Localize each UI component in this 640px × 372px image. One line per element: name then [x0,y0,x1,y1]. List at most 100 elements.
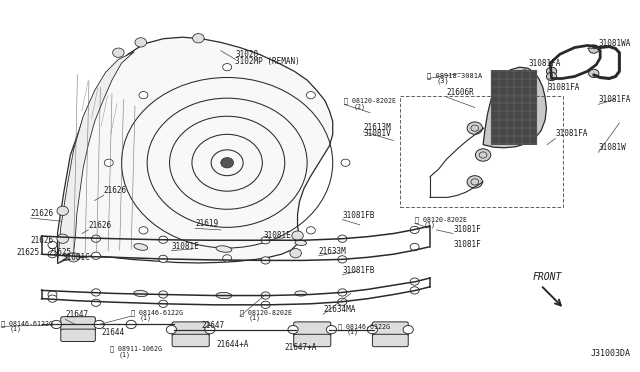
FancyBboxPatch shape [372,334,408,347]
Circle shape [307,227,316,234]
Circle shape [326,326,337,334]
Text: 31081FA: 31081FA [598,95,630,105]
Text: Ⓝ 08911-1062G: Ⓝ 08911-1062G [110,346,162,352]
Text: (1): (1) [10,325,22,332]
Circle shape [166,326,177,334]
Circle shape [159,300,168,307]
Ellipse shape [134,244,148,250]
Text: 21625: 21625 [48,248,71,257]
Circle shape [338,235,347,242]
Circle shape [139,227,148,234]
Text: (1): (1) [424,222,436,228]
Text: 21626: 21626 [104,186,127,195]
Text: 31081FB: 31081FB [342,266,374,275]
Circle shape [159,236,168,243]
Circle shape [126,320,136,328]
Ellipse shape [134,290,148,296]
Text: 31020: 31020 [236,51,259,60]
Circle shape [338,298,347,305]
Circle shape [68,253,79,262]
Text: 21626: 21626 [31,237,54,246]
Circle shape [261,301,270,308]
Text: 21626: 21626 [88,221,111,230]
Circle shape [341,159,350,166]
Circle shape [223,64,232,71]
FancyBboxPatch shape [172,334,209,347]
Circle shape [104,159,113,166]
Text: J31003DA: J31003DA [590,349,630,357]
Polygon shape [58,52,134,263]
Circle shape [261,257,270,264]
Circle shape [159,291,168,298]
Circle shape [547,67,557,76]
Ellipse shape [216,246,232,252]
Text: 21606R: 21606R [447,88,474,97]
FancyBboxPatch shape [61,317,95,331]
Text: 21644: 21644 [101,328,124,337]
Circle shape [589,45,599,53]
Circle shape [367,326,378,334]
Text: (1): (1) [140,315,152,321]
Circle shape [261,237,270,244]
Circle shape [94,320,104,328]
Bar [400,96,563,207]
Text: 31081F: 31081F [453,225,481,234]
Text: 31081V: 31081V [364,129,391,138]
Ellipse shape [295,291,307,296]
Circle shape [338,256,347,263]
Circle shape [92,252,100,259]
Text: 31081FA: 31081FA [529,59,561,68]
Text: Ⓑ 08120-8202E: Ⓑ 08120-8202E [415,217,467,223]
Circle shape [290,248,301,258]
Circle shape [51,320,61,328]
Text: (3): (3) [436,77,449,84]
Text: FRONT: FRONT [532,272,562,282]
FancyBboxPatch shape [172,322,209,336]
Circle shape [476,149,491,161]
Text: 31081FA: 31081FA [548,83,580,92]
Text: Ⓑ 08120-8202E: Ⓑ 08120-8202E [344,98,396,105]
Circle shape [467,176,483,188]
Text: (1): (1) [248,315,260,321]
Circle shape [92,235,100,242]
Circle shape [221,158,234,168]
Circle shape [403,326,413,334]
FancyBboxPatch shape [294,334,331,347]
Text: 31081FA: 31081FA [556,129,588,138]
Text: 21625: 21625 [16,248,39,257]
Text: 31081C: 31081C [63,253,90,263]
Text: 3102MP (REMAN): 3102MP (REMAN) [236,57,300,65]
Polygon shape [483,67,547,148]
FancyBboxPatch shape [294,322,331,336]
Text: (2): (2) [353,103,365,109]
Circle shape [261,292,270,299]
Bar [492,70,538,145]
Text: (1): (1) [118,351,131,357]
Text: Ⓑ 08146-6122G: Ⓑ 08146-6122G [131,310,183,316]
Text: Ⓑ 08146-6122G: Ⓑ 08146-6122G [338,323,390,330]
Text: Ⓑ 08120-8202E: Ⓑ 08120-8202E [240,310,292,316]
Circle shape [307,92,316,99]
Circle shape [48,295,57,302]
Circle shape [48,241,57,248]
Circle shape [288,326,298,334]
Text: 21613M: 21613M [364,123,391,132]
Text: 21633M: 21633M [319,247,346,256]
FancyBboxPatch shape [61,329,95,341]
Circle shape [338,289,347,296]
Circle shape [135,38,147,47]
Circle shape [410,278,419,285]
Circle shape [589,69,599,77]
Text: 31081F: 31081F [453,240,481,249]
Circle shape [410,287,419,294]
Circle shape [48,251,57,258]
Circle shape [57,234,68,243]
Text: Ⓝ 08918-3081A: Ⓝ 08918-3081A [428,72,483,78]
Circle shape [113,48,124,57]
Text: 31081FB: 31081FB [342,211,374,219]
Text: 21626: 21626 [31,209,54,218]
Ellipse shape [216,292,232,299]
Text: 21619: 21619 [195,219,218,228]
Ellipse shape [295,240,307,246]
Text: 31081E: 31081E [172,241,199,251]
